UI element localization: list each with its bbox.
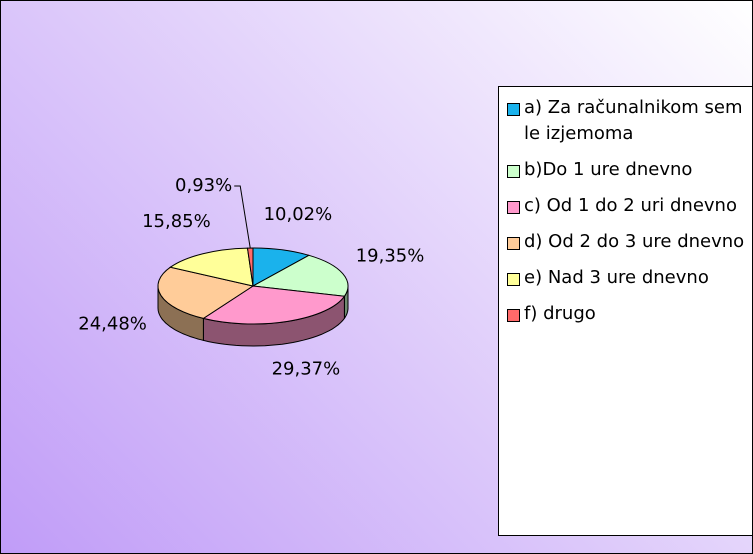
legend-swatch [507, 237, 520, 250]
slice [246, 247, 254, 287]
data-label: 0,93% [175, 175, 232, 196]
data-label: 15,85% [142, 211, 211, 232]
data-label: 10,02% [264, 204, 333, 225]
legend: a) Za računalnikom sem le izjemoma b)Do 1… [498, 86, 752, 536]
legend-swatch [507, 201, 520, 214]
legend-label: e) Nad 3 ure dnevno [524, 267, 709, 288]
legend-item: c) Od 1 do 2 uri dnevno [507, 193, 747, 219]
legend-label: b)Do 1 ure dnevno [524, 159, 693, 180]
legend-label: a) Za računalnikom sem le izjemoma [524, 97, 743, 144]
legend-swatch [507, 165, 520, 178]
legend-item: e) Nad 3 ure dnevno [507, 265, 747, 291]
slice [251, 254, 349, 297]
slice [169, 247, 254, 287]
legend-item: d) Od 2 do 3 ure dnevno [507, 229, 747, 255]
slice [157, 266, 255, 319]
data-label: 24,48% [78, 313, 147, 334]
data-label: 29,37% [272, 358, 341, 379]
legend-label: f) drugo [524, 303, 596, 324]
legend-swatch [507, 309, 520, 322]
legend-item: b)Do 1 ure dnevno [507, 157, 747, 183]
legend-label: d) Od 2 do 3 ure dnevno [524, 231, 745, 252]
legend-label: c) Od 1 do 2 uri dnevno [524, 195, 737, 216]
legend-swatch [507, 273, 520, 286]
legend-item: f) drugo [507, 301, 747, 327]
legend-swatch [507, 103, 520, 116]
legend-item: a) Za računalnikom sem le izjemoma [507, 95, 747, 147]
data-label: 19,35% [356, 245, 425, 266]
plot-area: 10,02% 19,35% 29,37% 24,48% 15,85% 0,93% [78, 175, 425, 379]
leader-line [234, 185, 251, 249]
